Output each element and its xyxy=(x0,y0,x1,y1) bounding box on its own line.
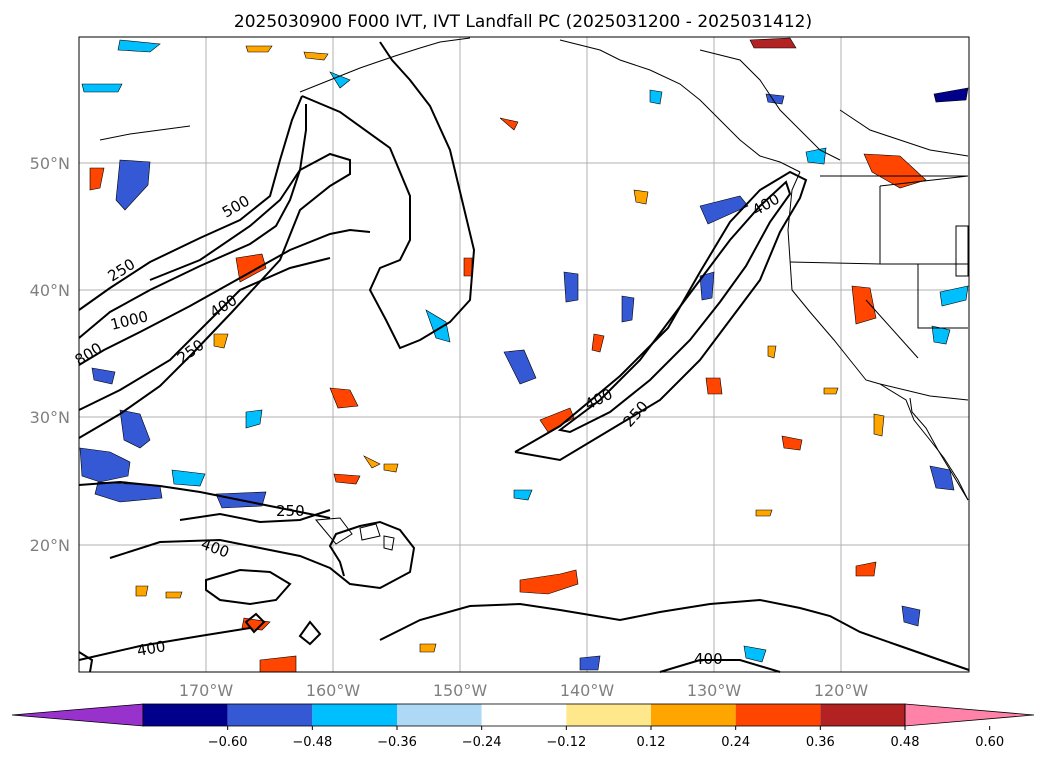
positive-anomaly xyxy=(333,473,361,485)
longitude-ticks: 170°W 160°W 150°W 140°W 130°W 120°W xyxy=(179,681,869,700)
colorbar-extend-high xyxy=(904,703,1035,727)
negative-anomaly xyxy=(929,465,955,491)
positive-anomaly xyxy=(781,435,803,451)
negative-anomaly xyxy=(743,645,767,663)
colorbar-segment xyxy=(820,704,905,726)
positive-anomaly xyxy=(363,455,381,469)
lon-tick-label: 160°W xyxy=(306,681,361,700)
colorbar-tick-label: −0.48 xyxy=(292,735,332,750)
colorbar-outline xyxy=(142,703,906,727)
negative-anomaly xyxy=(563,271,579,303)
negative-anomaly xyxy=(425,309,451,343)
positive-anomaly xyxy=(519,569,579,595)
colorbar-tick-label: −0.60 xyxy=(208,735,248,750)
negative-anomaly xyxy=(513,489,533,501)
contour-label: 400 xyxy=(694,650,723,668)
colorbar-tick-label: −0.36 xyxy=(377,735,417,750)
negative-anomaly xyxy=(699,195,749,225)
positive-anomaly xyxy=(539,407,575,433)
positive-anomaly xyxy=(213,333,229,349)
positive-anomaly xyxy=(383,463,399,473)
positive-anomaly xyxy=(463,257,473,277)
lon-tick-label: 140°W xyxy=(560,681,615,700)
colorbar-tick-label: 0.12 xyxy=(637,735,666,750)
negative-anomaly xyxy=(939,285,969,307)
colorbar-segment xyxy=(312,704,397,726)
negative-anomaly xyxy=(245,409,263,429)
lat-tick-label: 50°N xyxy=(30,154,70,173)
negative-anomaly xyxy=(81,83,123,93)
positive-anomaly xyxy=(749,37,797,49)
positive-anomaly xyxy=(591,333,605,353)
positive-anomaly xyxy=(135,585,149,597)
lon-tick-label: 170°W xyxy=(179,681,234,700)
lat-tick-label: 40°N xyxy=(30,281,70,300)
positive-anomaly xyxy=(419,643,437,653)
colorbar-segment xyxy=(397,704,482,726)
colorbar-segment xyxy=(651,704,736,726)
colorbar: −0.60 −0.48 −0.36 −0.24 −0.12 0.12 0.24 0.36 0.4… xyxy=(11,703,1035,750)
negative-anomaly xyxy=(933,87,969,103)
contour-label: 400 xyxy=(136,637,167,660)
negative-anomaly xyxy=(503,349,537,385)
colorbar-tick-label: 0.36 xyxy=(806,735,835,750)
positive-anomaly xyxy=(863,153,927,189)
lon-tick-label: 130°W xyxy=(687,681,742,700)
positive-anomaly xyxy=(855,561,877,577)
negative-anomaly xyxy=(119,409,151,449)
map-frame xyxy=(78,36,970,673)
positive-anomaly xyxy=(851,285,877,325)
positive-anomaly xyxy=(755,509,773,517)
negative-anomaly xyxy=(649,89,663,105)
colorbar-segments xyxy=(11,703,1035,727)
colorbar-segment xyxy=(566,704,651,726)
coastlines xyxy=(99,37,969,551)
ivt-contours xyxy=(78,41,970,673)
positive-anomaly xyxy=(499,117,519,131)
colorbar-tick-label: 0.24 xyxy=(721,735,750,750)
lon-tick-label: 150°W xyxy=(433,681,488,700)
ivt-pc-shading xyxy=(79,37,969,673)
positive-anomaly xyxy=(767,345,777,359)
colorbar-tick-label: −0.24 xyxy=(462,735,502,750)
positive-anomaly xyxy=(245,45,273,53)
latitude-ticks: 50°N 40°N 30°N 20°N xyxy=(30,154,70,555)
negative-anomaly xyxy=(621,295,635,323)
lat-tick-label: 20°N xyxy=(30,536,70,555)
colorbar-tick-label: 0.60 xyxy=(975,735,1004,750)
colorbar-segment xyxy=(481,704,567,726)
negative-anomaly xyxy=(171,469,206,487)
negative-anomaly xyxy=(79,447,131,483)
positive-anomaly xyxy=(633,189,649,205)
negative-anomaly xyxy=(699,271,715,301)
colorbar-extend-low xyxy=(11,703,144,727)
colorbar-labels: −0.60 −0.48 −0.36 −0.24 −0.12 0.12 0.24 0.36 0.4… xyxy=(208,726,1004,750)
colorbar-segment xyxy=(143,704,228,726)
map-title: 2025030900 F000 IVT, IVT Landfall PC (20… xyxy=(234,12,812,32)
positive-anomaly xyxy=(705,377,723,395)
lat-tick-label: 30°N xyxy=(30,408,70,427)
colorbar-segment xyxy=(227,704,313,726)
negative-anomaly xyxy=(579,655,601,671)
contour-label: 250 xyxy=(276,502,305,520)
positive-anomaly xyxy=(89,167,105,191)
positive-anomaly xyxy=(823,387,839,395)
map-panel: 250 500 1000 400 800 250 400 250 400 400… xyxy=(72,36,970,673)
positive-anomaly xyxy=(873,413,885,437)
colorbar-tick-label: 0.48 xyxy=(891,735,920,750)
lon-tick-label: 120°W xyxy=(814,681,869,700)
negative-anomaly xyxy=(901,605,921,627)
negative-anomaly xyxy=(115,159,151,211)
colorbar-segment xyxy=(735,704,821,726)
negative-anomaly xyxy=(117,39,161,53)
positive-anomaly xyxy=(329,387,359,409)
colorbar-tick-label: −0.12 xyxy=(546,735,586,750)
positive-anomaly xyxy=(165,591,183,599)
negative-anomaly xyxy=(931,325,951,345)
positive-anomaly xyxy=(303,51,329,61)
negative-anomaly xyxy=(91,367,116,385)
